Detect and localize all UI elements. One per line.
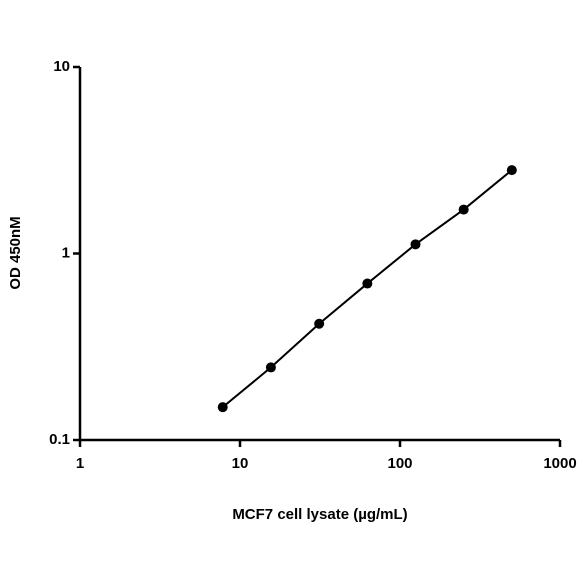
x-tick-label: 10 (232, 455, 249, 472)
y-axis-label: OD 450nM (7, 216, 24, 289)
y-tick-label: 1 (62, 244, 70, 261)
x-tick-label: 100 (387, 455, 412, 472)
series-line (222, 169, 513, 408)
data-point (265, 362, 276, 373)
x-tick-label: 1 (76, 455, 84, 472)
data-point (410, 239, 421, 250)
y-tick-label: 10 (53, 58, 70, 75)
data-point (217, 402, 228, 413)
data-point (506, 165, 517, 176)
x-axis-label: MCF7 cell lysate (µg/mL) (232, 506, 407, 523)
data-point (458, 204, 469, 215)
data-point (314, 318, 325, 329)
x-tick-label: 1000 (543, 455, 576, 472)
y-tick-label: 0.1 (49, 431, 70, 448)
data-point (362, 278, 373, 289)
